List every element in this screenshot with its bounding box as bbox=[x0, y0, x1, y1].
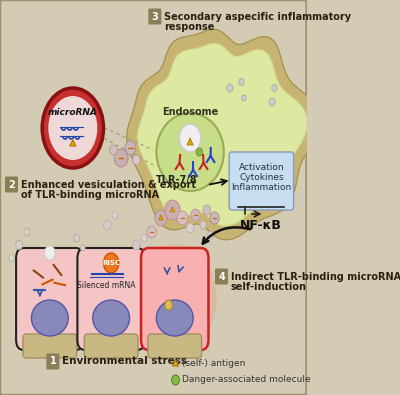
Circle shape bbox=[177, 211, 188, 225]
Text: 4: 4 bbox=[218, 271, 225, 282]
Circle shape bbox=[191, 209, 200, 221]
FancyBboxPatch shape bbox=[84, 334, 138, 358]
Circle shape bbox=[44, 246, 55, 260]
FancyBboxPatch shape bbox=[148, 334, 202, 358]
Ellipse shape bbox=[156, 300, 193, 336]
Circle shape bbox=[114, 149, 128, 167]
Text: Enhanced vesiculation & export: Enhanced vesiculation & export bbox=[21, 179, 196, 190]
Text: NF-κB: NF-κB bbox=[240, 218, 282, 231]
Circle shape bbox=[242, 95, 246, 101]
Circle shape bbox=[148, 264, 202, 334]
FancyBboxPatch shape bbox=[141, 248, 208, 350]
Circle shape bbox=[125, 141, 136, 155]
Ellipse shape bbox=[32, 300, 68, 336]
Circle shape bbox=[16, 241, 23, 250]
FancyBboxPatch shape bbox=[215, 269, 228, 284]
Circle shape bbox=[133, 244, 217, 354]
Circle shape bbox=[200, 221, 206, 229]
FancyBboxPatch shape bbox=[0, 0, 307, 395]
Polygon shape bbox=[170, 207, 175, 212]
Text: of TLR-binding microRNA: of TLR-binding microRNA bbox=[21, 190, 159, 199]
Circle shape bbox=[155, 210, 167, 226]
Polygon shape bbox=[172, 360, 178, 366]
FancyBboxPatch shape bbox=[23, 334, 77, 358]
FancyBboxPatch shape bbox=[46, 354, 60, 369]
Circle shape bbox=[42, 88, 104, 168]
Circle shape bbox=[140, 254, 209, 344]
Circle shape bbox=[165, 300, 172, 310]
Text: Silenced mRNA: Silenced mRNA bbox=[77, 282, 136, 290]
Circle shape bbox=[133, 155, 140, 165]
Circle shape bbox=[210, 212, 219, 224]
Circle shape bbox=[24, 228, 30, 236]
Circle shape bbox=[179, 124, 201, 152]
Circle shape bbox=[141, 234, 147, 242]
Circle shape bbox=[48, 96, 97, 160]
Text: Danger-associated molecule: Danger-associated molecule bbox=[182, 376, 310, 384]
Circle shape bbox=[133, 240, 140, 250]
Circle shape bbox=[269, 98, 275, 106]
FancyBboxPatch shape bbox=[148, 9, 161, 24]
Circle shape bbox=[208, 231, 214, 239]
Circle shape bbox=[147, 226, 156, 238]
Text: Indirect TLR-binding microRNA: Indirect TLR-binding microRNA bbox=[231, 271, 400, 282]
Polygon shape bbox=[138, 44, 307, 226]
Text: 3: 3 bbox=[152, 11, 158, 21]
Text: Inflammation: Inflammation bbox=[231, 182, 292, 192]
Text: 2: 2 bbox=[8, 179, 15, 190]
Circle shape bbox=[172, 375, 179, 385]
FancyBboxPatch shape bbox=[5, 177, 18, 192]
FancyBboxPatch shape bbox=[229, 152, 294, 210]
Text: Environmental stress: Environmental stress bbox=[62, 357, 187, 367]
Circle shape bbox=[165, 200, 180, 220]
Circle shape bbox=[80, 245, 85, 251]
Circle shape bbox=[112, 211, 118, 219]
Circle shape bbox=[74, 234, 80, 242]
Text: (self-) antigen: (self-) antigen bbox=[182, 359, 245, 367]
Text: Cytokines: Cytokines bbox=[239, 173, 284, 181]
Ellipse shape bbox=[156, 113, 224, 191]
Text: TLR-7/8: TLR-7/8 bbox=[156, 175, 197, 185]
Circle shape bbox=[104, 253, 119, 273]
Circle shape bbox=[9, 254, 14, 261]
Circle shape bbox=[104, 220, 111, 230]
Text: RISC: RISC bbox=[102, 260, 120, 266]
Polygon shape bbox=[127, 29, 319, 240]
Circle shape bbox=[239, 79, 244, 85]
Polygon shape bbox=[159, 215, 163, 220]
FancyBboxPatch shape bbox=[78, 248, 145, 350]
Text: Activation: Activation bbox=[238, 162, 284, 171]
Text: Secondary aspecific inflammatory: Secondary aspecific inflammatory bbox=[164, 11, 351, 21]
Circle shape bbox=[203, 205, 211, 215]
Text: Endosome: Endosome bbox=[162, 107, 218, 117]
FancyBboxPatch shape bbox=[16, 248, 84, 350]
Circle shape bbox=[110, 145, 117, 155]
Circle shape bbox=[272, 85, 277, 92]
Circle shape bbox=[227, 84, 233, 92]
Text: microRNA: microRNA bbox=[48, 107, 98, 117]
Circle shape bbox=[186, 223, 194, 233]
Text: self-induction: self-induction bbox=[231, 282, 307, 292]
Text: 1: 1 bbox=[50, 357, 56, 367]
Polygon shape bbox=[187, 138, 193, 145]
Ellipse shape bbox=[93, 300, 130, 336]
Circle shape bbox=[196, 148, 202, 156]
Text: response: response bbox=[164, 21, 214, 32]
Polygon shape bbox=[70, 140, 76, 146]
